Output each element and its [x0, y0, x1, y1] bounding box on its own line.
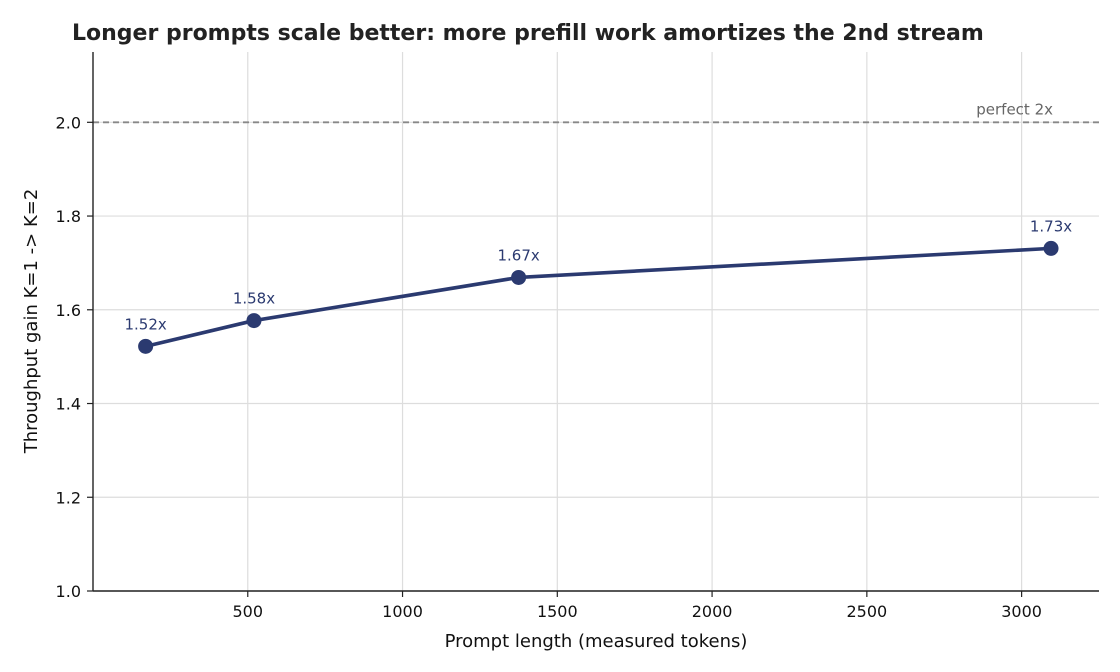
series-group [138, 240, 1059, 354]
axes [92, 52, 1099, 592]
y-tick-label: 1.6 [56, 301, 81, 320]
reference-line-label: perfect 2x [976, 100, 1053, 118]
reference-line-group: perfect 2x [93, 100, 1099, 124]
x-tick-label: 2500 [846, 602, 887, 621]
ticks: 500 1000 1500 2000 2500 3000 1.0 1.2 1.4 1.6 1.8 2.… [56, 113, 1042, 621]
chart-title: Longer prompts scale better: more prefil… [72, 21, 984, 46]
data-point [1043, 240, 1059, 256]
data-label: 1.73x [1030, 217, 1072, 235]
data-labels-group: 1.52x 1.58x 1.67x 1.73x [124, 217, 1072, 333]
y-tick-label: 2.0 [56, 113, 81, 132]
x-tick-label: 1000 [382, 602, 423, 621]
data-label: 1.58x [233, 290, 275, 308]
data-point [138, 338, 154, 354]
data-point [246, 313, 262, 329]
x-tick-label: 1500 [537, 602, 578, 621]
y-tick-label: 1.2 [56, 488, 81, 507]
data-point [511, 269, 527, 285]
data-label: 1.67x [497, 246, 539, 264]
x-axis-label: Prompt length (measured tokens) [445, 631, 748, 652]
x-tick-label: 3000 [1001, 602, 1042, 621]
data-label: 1.52x [124, 315, 166, 333]
x-tick-label: 2000 [692, 602, 733, 621]
y-axis-label: Throughput gain K=1 -> K=2 [21, 189, 42, 455]
x-tick-label: 500 [232, 602, 263, 621]
y-tick-label: 1.0 [56, 582, 81, 601]
series-line [143, 246, 1053, 349]
y-tick-label: 1.8 [56, 207, 81, 226]
y-tick-label: 1.4 [56, 395, 81, 414]
